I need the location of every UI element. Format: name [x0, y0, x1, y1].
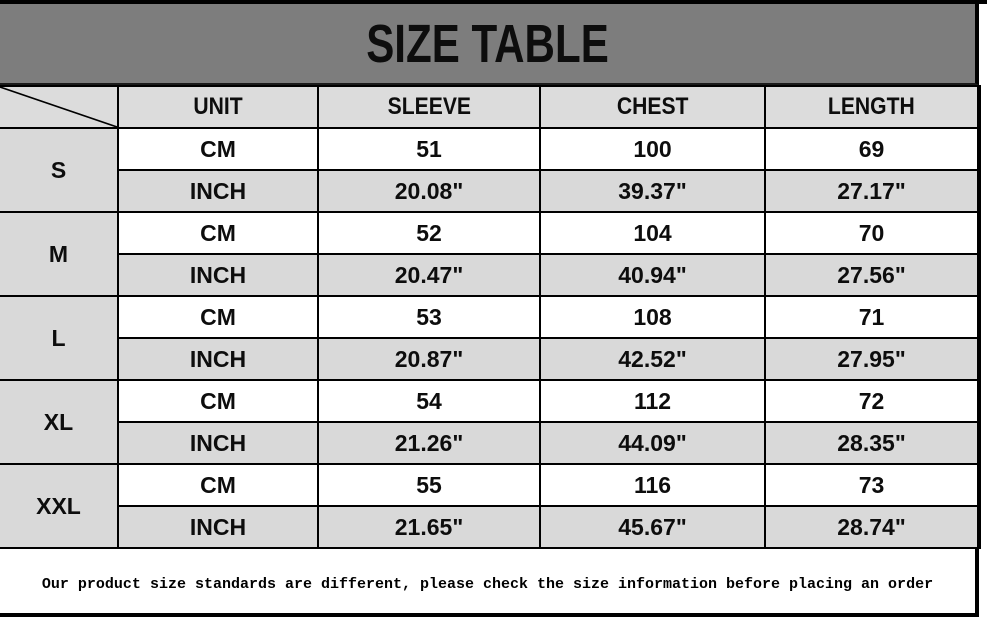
unit-cell: CM — [117, 211, 319, 255]
length-value: 72 — [764, 379, 981, 423]
sleeve-value: 55 — [317, 463, 541, 507]
table-row: INCH 20.08" 39.37" 27.17" — [0, 169, 981, 213]
length-value: 28.35" — [764, 421, 981, 465]
unit-cell: INCH — [118, 253, 319, 297]
column-header-unit: UNIT — [117, 85, 319, 129]
table-row: S CM 51 100 69 — [0, 127, 981, 213]
unit-cell: INCH — [118, 169, 319, 213]
sleeve-value: 53 — [317, 295, 541, 339]
chest-value: 45.67" — [539, 505, 766, 549]
sleeve-value: 21.26" — [317, 421, 541, 465]
table-row: XL CM 54 112 72 — [0, 379, 981, 465]
table-row: INCH 21.26" 44.09" 28.35" — [0, 421, 981, 465]
length-value: 27.17" — [764, 169, 981, 213]
column-header-sleeve: SLEEVE — [317, 85, 541, 129]
unit-cell: CM — [117, 463, 319, 507]
size-label-m: M — [0, 211, 119, 297]
unit-cell: INCH — [118, 505, 319, 549]
size-table: UNIT SLEEVE CHEST LENGTH S CM 51 100 69 … — [0, 85, 981, 549]
sleeve-value: 20.87" — [317, 337, 541, 381]
table-row: XXL CM 55 116 73 — [0, 463, 981, 549]
sleeve-value: 20.47" — [317, 253, 541, 297]
sleeve-value: 54 — [317, 379, 541, 423]
top-border-line — [0, 0, 987, 4]
chest-value: 44.09" — [539, 421, 766, 465]
unit-cell: CM — [117, 295, 319, 339]
chest-value: 104 — [539, 211, 766, 255]
header-row: UNIT SLEEVE CHEST LENGTH — [0, 85, 981, 129]
unit-cell: INCH — [118, 421, 319, 465]
table-row: L CM 53 108 71 — [0, 295, 981, 381]
size-label-xxl: XXL — [0, 463, 119, 549]
unit-cell: CM — [117, 379, 319, 423]
size-label-s: S — [0, 127, 119, 213]
table-row: INCH 21.65" 45.67" 28.74" — [0, 505, 981, 549]
chest-value: 100 — [539, 127, 766, 171]
table-row: INCH 20.87" 42.52" 27.95" — [0, 337, 981, 381]
chest-value: 42.52" — [539, 337, 766, 381]
unit-cell: INCH — [118, 337, 319, 381]
length-value: 71 — [764, 295, 981, 339]
size-label-l: L — [0, 295, 119, 381]
title-bar: SIZE TABLE — [0, 4, 979, 85]
page-title: SIZE TABLE — [366, 13, 609, 74]
unit-cell: CM — [117, 127, 319, 171]
length-value: 27.95" — [764, 337, 981, 381]
table-row: INCH 20.47" 40.94" 27.56" — [0, 253, 981, 297]
length-value: 69 — [764, 127, 981, 171]
sleeve-value: 21.65" — [317, 505, 541, 549]
footer-note-text: Our product size standards are different… — [41, 575, 934, 593]
chest-value: 108 — [539, 295, 766, 339]
length-value: 27.56" — [764, 253, 981, 297]
length-value: 28.74" — [764, 505, 981, 549]
corner-diagonal-cell — [0, 85, 119, 129]
sleeve-value: 20.08" — [317, 169, 541, 213]
size-table-sheet: SIZE TABLE UNIT SLEEVE CHEST LENGTH S CM — [0, 4, 981, 617]
diagonal-line — [0, 88, 116, 126]
chest-value: 40.94" — [539, 253, 766, 297]
length-value: 73 — [764, 463, 981, 507]
column-header-chest: CHEST — [539, 85, 766, 129]
chest-value: 39.37" — [539, 169, 766, 213]
table-row: M CM 52 104 70 — [0, 211, 981, 297]
size-label-xl: XL — [0, 379, 119, 465]
chest-value: 116 — [539, 463, 766, 507]
column-header-length: LENGTH — [764, 85, 981, 129]
length-value: 70 — [764, 211, 981, 255]
sleeve-value: 52 — [317, 211, 541, 255]
footer-note-box: Our product size standards are different… — [0, 549, 979, 617]
chest-value: 112 — [539, 379, 766, 423]
sleeve-value: 51 — [317, 127, 541, 171]
